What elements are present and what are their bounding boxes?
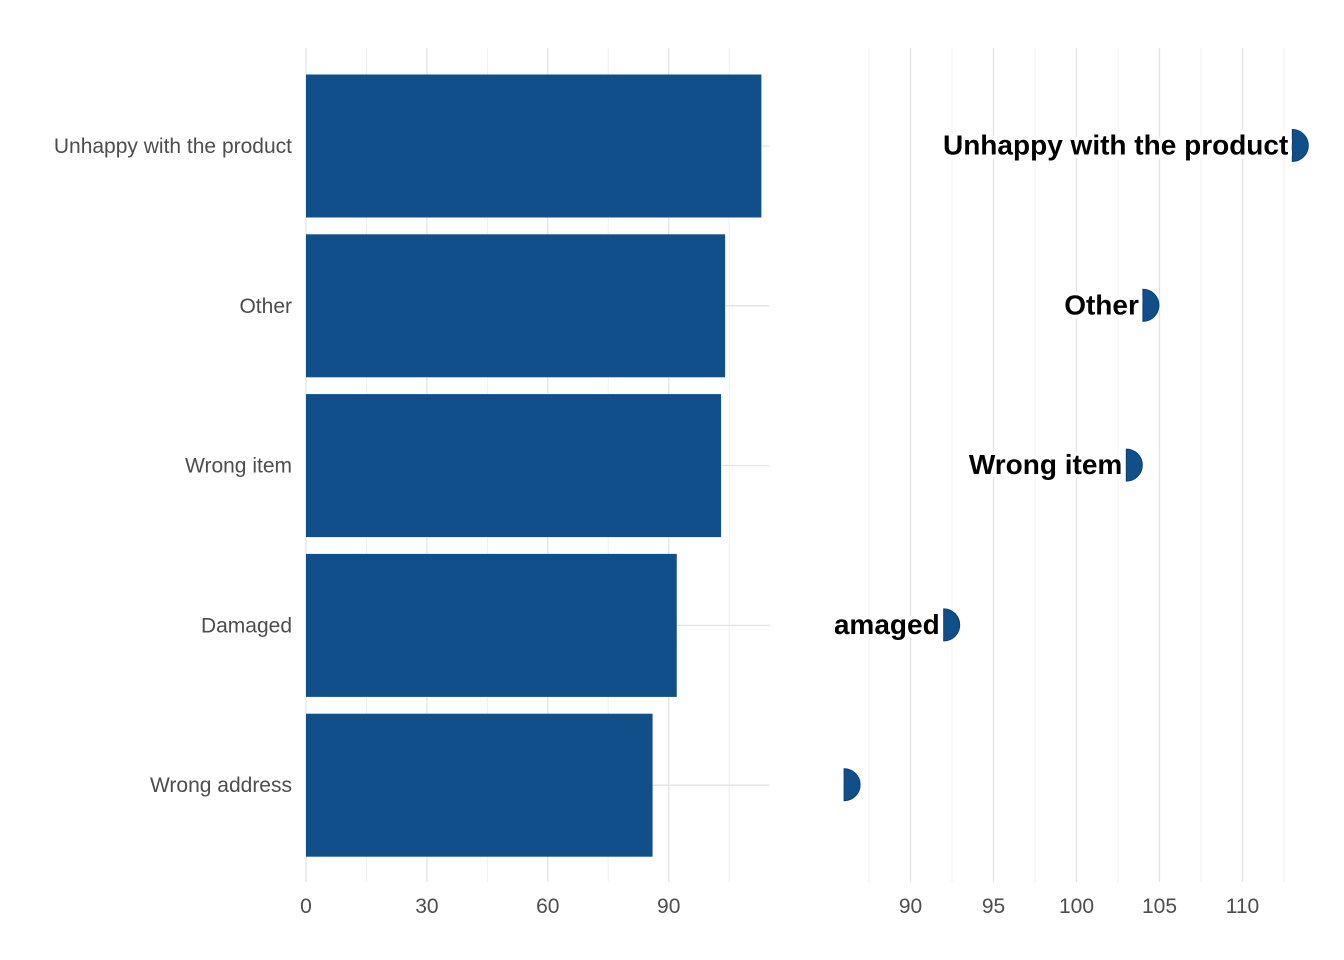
x-tick-label: 90 (899, 895, 922, 918)
bar (306, 74, 762, 218)
y-tick-label: Damaged (201, 614, 292, 637)
point-label: Other (1064, 289, 1139, 320)
x-tick-label: 105 (1142, 895, 1177, 918)
x-tick-label: 0 (300, 895, 312, 918)
x-tick-label: 90 (657, 895, 680, 918)
point-label: Wrong item (969, 449, 1122, 480)
y-tick-label: Unhappy with the product (54, 135, 292, 158)
half-circle-marker (1291, 128, 1309, 163)
x-tick-label: 30 (415, 895, 438, 918)
bar (306, 394, 722, 538)
bar (306, 553, 677, 697)
x-tick-label: 100 (1059, 895, 1094, 918)
x-tick-label: 95 (982, 895, 1005, 918)
y-tick-label: Other (239, 295, 292, 318)
x-tick-label: 60 (536, 895, 559, 918)
bar (306, 234, 726, 378)
y-tick-label: Wrong address (150, 774, 292, 797)
dot-plot-area: Unhappy with the product Other Wrong item D… (814, 48, 1309, 882)
y-tick-label: Wrong item (185, 455, 292, 478)
point-label: Unhappy with the product (943, 130, 1288, 161)
bar-panel: 0 30 60 90 Unhappy with the product Other Wron… (54, 48, 770, 918)
dot-panel: Unhappy with the product Other Wrong item D… (814, 48, 1309, 918)
x-tick-label: 110 (1226, 895, 1259, 918)
half-circle-marker (1142, 288, 1160, 322)
bar (306, 713, 653, 857)
half-circle-marker (843, 768, 861, 802)
half-circle-marker (943, 608, 961, 642)
half-circle-marker (1125, 448, 1143, 482)
point-label: Damaged (814, 609, 940, 640)
